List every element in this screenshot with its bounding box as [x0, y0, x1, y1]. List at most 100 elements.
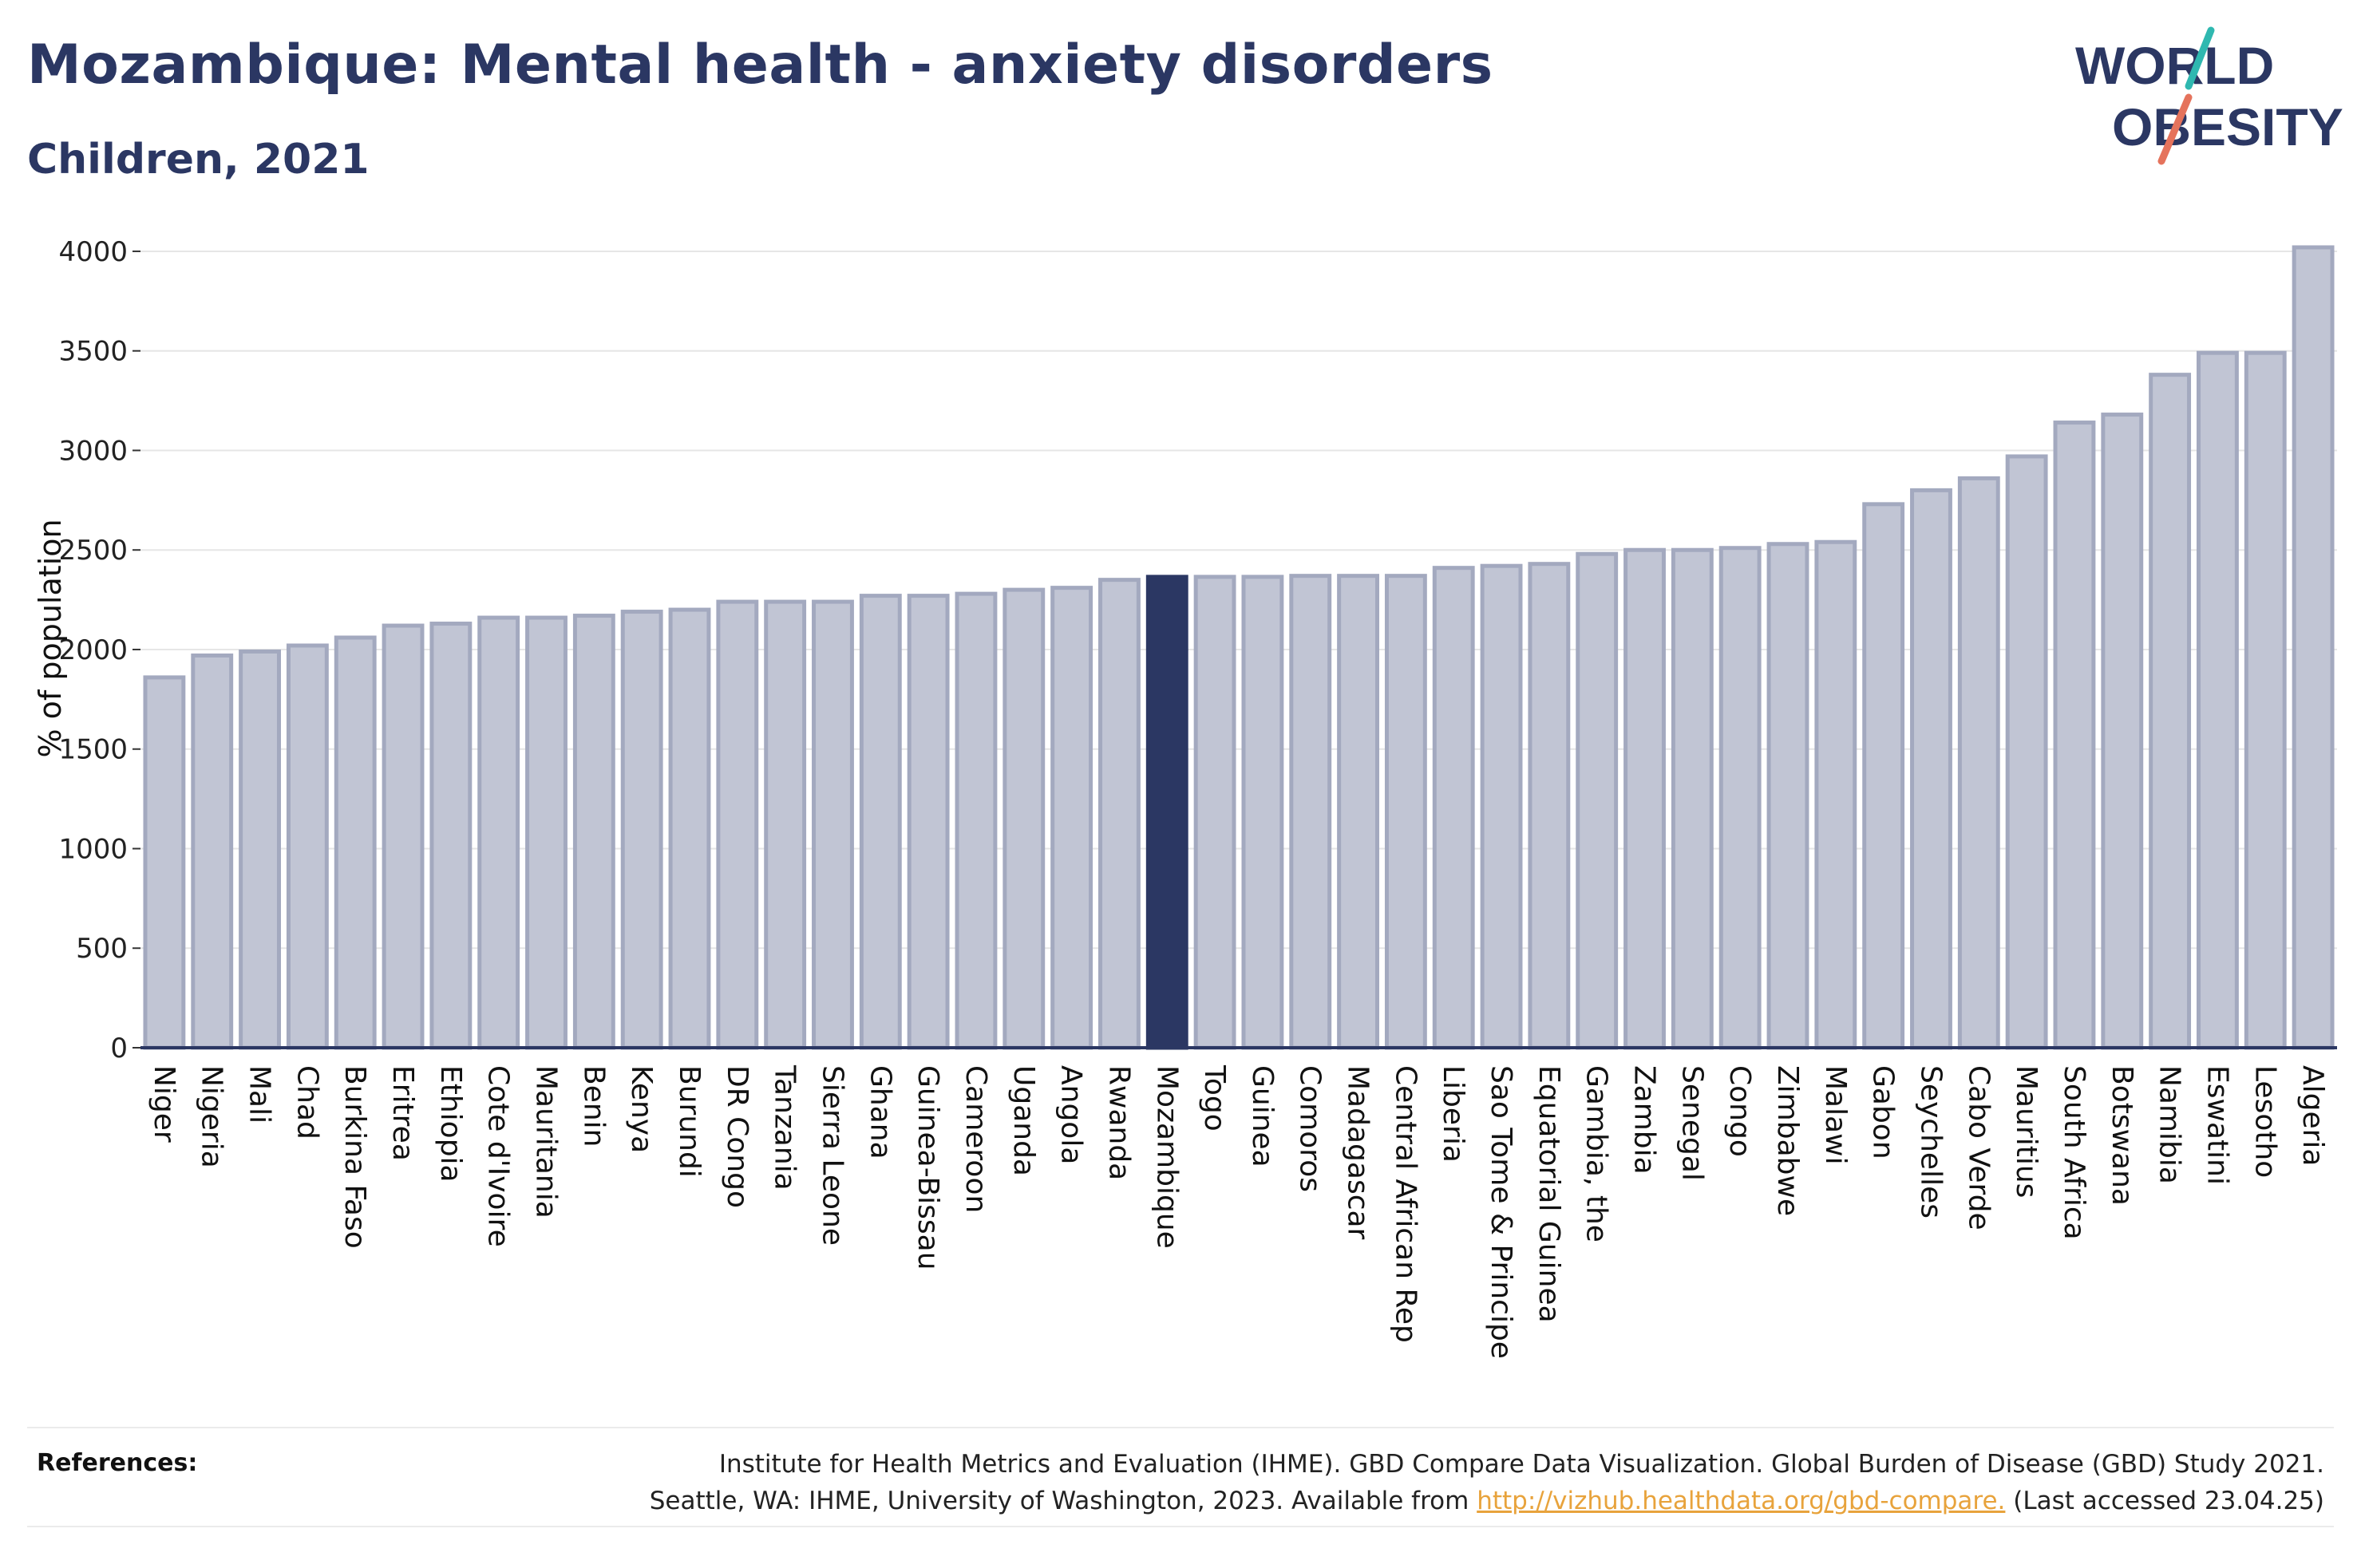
y-tick-label: 3500 [58, 336, 128, 368]
bar-chad [286, 643, 329, 1050]
bar-zambia [1623, 547, 1666, 1050]
x-tick-label: Cote d'Ivoire [482, 1065, 515, 1247]
x-tick-label: Eritrea [386, 1065, 419, 1161]
x-tick-label: Cameroon [959, 1065, 992, 1213]
bar-madagascar [1337, 574, 1379, 1050]
x-tick-label: Namibia [2153, 1065, 2186, 1184]
bar-kenya [620, 610, 663, 1050]
x-tick-label: Madagascar [1342, 1065, 1374, 1240]
bar-malawi [1814, 539, 1857, 1050]
reference-line-2: Seattle, WA: IHME, University of Washing… [650, 1483, 2324, 1519]
bar-liberia [1432, 566, 1475, 1050]
x-tick-label: Kenya [625, 1065, 658, 1153]
x-tick-label: Senegal [1675, 1065, 1708, 1181]
x-tick-label: Angola [1055, 1065, 1088, 1164]
x-tick-label: Zambia [1628, 1065, 1661, 1175]
x-tick-label: Sierra Leone [816, 1065, 848, 1246]
x-tick-label: Algeria [2296, 1065, 2329, 1167]
bar-niger [143, 675, 186, 1050]
bar-central-african-rep [1384, 574, 1427, 1050]
bar-ghana [859, 594, 902, 1050]
bar-namibia [2149, 373, 2192, 1050]
bar-lesotho [2244, 350, 2287, 1050]
x-tick-label: Burundi [673, 1065, 706, 1178]
bar-zimbabwe [1766, 542, 1809, 1050]
x-tick-label: Congo [1723, 1065, 1756, 1157]
bar-seychelles [1910, 488, 1952, 1050]
reference-link[interactable]: http://vizhub.healthdata.org/gbd-compare… [1477, 1487, 2006, 1515]
bar-cabo-verde [1957, 476, 2000, 1050]
bar-uganda [1003, 587, 1046, 1050]
y-tick-label: 1000 [58, 833, 128, 865]
x-tick-label: Rwanda [1102, 1065, 1135, 1180]
y-tick-label: 0 [110, 1033, 128, 1064]
references-label: References: [37, 1449, 198, 1477]
x-tick-label: Mali [243, 1065, 276, 1124]
x-tick-label: Seychelles [1914, 1065, 1947, 1218]
y-tick-label: 2500 [58, 535, 128, 567]
bar-benin [572, 614, 615, 1050]
bar-equatorial-guinea [1528, 562, 1571, 1050]
x-tick-label: Liberia [1437, 1065, 1469, 1163]
bar-sao-tome-principe [1480, 563, 1523, 1050]
x-tick-label: Nigeria [196, 1065, 228, 1168]
y-axis-label: % of population [33, 519, 68, 757]
world-obesity-logo: WORLD OBESITY [2075, 26, 2343, 165]
bar-rwanda [1098, 578, 1141, 1050]
x-tick-label: Ghana [864, 1065, 896, 1159]
y-tick-label: 500 [76, 933, 128, 965]
x-tick-label: Equatorial Guinea [1532, 1065, 1565, 1323]
bar-eritrea [382, 623, 425, 1050]
reference-line-2-prefix: Seattle, WA: IHME, University of Washing… [649, 1487, 1477, 1515]
x-tick-label: Eswatini [2201, 1065, 2233, 1185]
bar-guinea [1241, 575, 1284, 1050]
bar-sierra-leone [812, 599, 854, 1050]
bar-togo [1193, 575, 1236, 1050]
bar-cameroon [955, 591, 998, 1050]
x-tick-label: Mauritius [2010, 1065, 2043, 1198]
logo-slash-bottom [2157, 93, 2193, 165]
chart-title: Mozambique: Mental health - anxiety diso… [27, 34, 1493, 97]
x-tick-label: Gambia, the [1580, 1065, 1613, 1242]
references-top-rule [27, 1427, 2334, 1428]
x-tick-label: Lesotho [2248, 1065, 2281, 1178]
x-tick-label: DR Congo [721, 1065, 753, 1208]
bar-mauritius [2005, 454, 2048, 1050]
bar-burkina-faso [334, 635, 377, 1050]
bar-mali [239, 649, 281, 1050]
logo-line1: WORLD [2075, 36, 2274, 95]
x-tick-label: Cabo Verde [1962, 1065, 1995, 1230]
x-tick-label: Botswana [2106, 1065, 2138, 1206]
x-tick-label: Uganda [1007, 1065, 1040, 1176]
x-tick-label: Guinea [1246, 1065, 1279, 1167]
x-tick-label: Burkina Faso [338, 1065, 371, 1249]
bar-gambia-the [1576, 551, 1619, 1050]
bar-gabon [1862, 502, 1905, 1050]
logo-slash-top [2185, 26, 2215, 90]
bar-mozambique [1145, 575, 1188, 1050]
bar-mauritania [525, 615, 568, 1050]
x-tick-label: Benin [577, 1065, 610, 1147]
x-tick-label: Malawi [1819, 1065, 1852, 1165]
y-tick-label: 3000 [58, 435, 128, 467]
bar-eswatini [2197, 350, 2239, 1050]
references-bottom-rule [27, 1526, 2334, 1527]
chart-subtitle: Children, 2021 [27, 136, 370, 184]
y-tick-label: 1500 [58, 734, 128, 766]
x-tick-label: Gabon [1867, 1065, 1900, 1159]
y-tick-label: 2000 [58, 634, 128, 666]
bar-botswana [2101, 413, 2144, 1050]
bar-south-africa [2053, 421, 2096, 1050]
bar-algeria [2292, 245, 2335, 1050]
bar-chart: 0 500 1000 1500 2000 2500 3000 3500 4000 % of pop… [33, 236, 2337, 1359]
bar-burundi [668, 607, 711, 1050]
references-text: Institute for Health Metrics and Evaluat… [650, 1446, 2324, 1519]
bar-angola [1050, 586, 1093, 1050]
x-tick-label: Niger [148, 1065, 180, 1143]
x-tick-label: Ethiopia [434, 1065, 467, 1183]
bar-ethiopia [429, 622, 473, 1050]
bar-cote-d-ivoire [477, 615, 520, 1050]
x-tick-label: Central African Rep [1389, 1065, 1422, 1343]
bar-tanzania [764, 599, 807, 1050]
logo-line2: OBESITY [2112, 97, 2343, 156]
